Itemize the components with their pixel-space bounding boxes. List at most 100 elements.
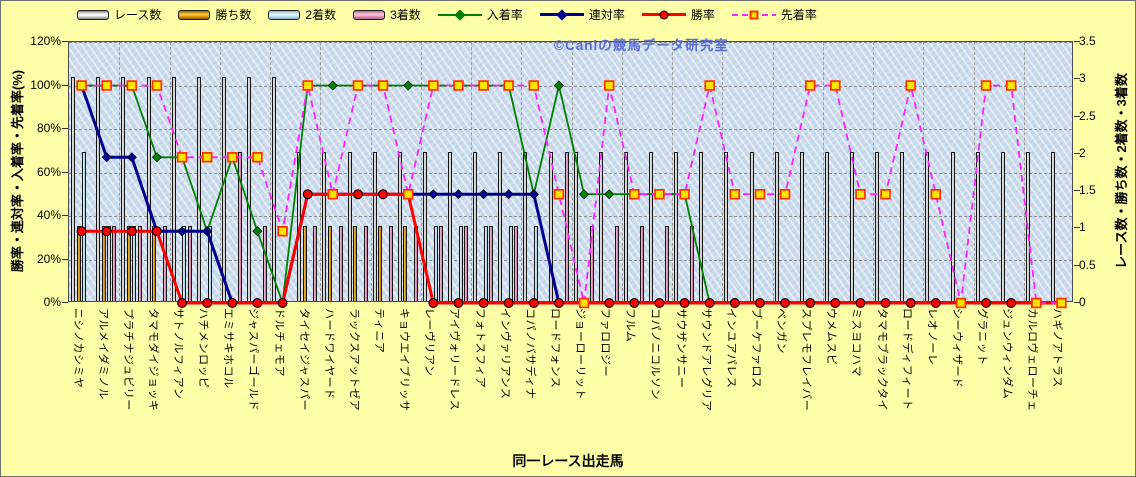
- marker-勝率: [277, 298, 288, 308]
- x-category-label: ジャスパーゴールド: [247, 308, 260, 411]
- marker-勝率: [805, 298, 816, 308]
- x-category-label: サウザンサニー: [674, 308, 687, 389]
- bar-2着数: [458, 226, 463, 301]
- vertical-gridline: [722, 42, 724, 301]
- vertical-gridline: [420, 42, 422, 301]
- horizontal-gridline: [69, 42, 1072, 43]
- marker-先着率: [1056, 297, 1067, 309]
- line-連対率: [80, 85, 1062, 305]
- horizontal-gridline: [69, 259, 1072, 261]
- marker-勝率: [880, 298, 891, 308]
- vertical-gridline: [521, 42, 523, 301]
- line-series-layer: [76, 80, 1067, 309]
- marker-先着率: [1005, 80, 1017, 91]
- right-axis-tick-label: 1: [1079, 220, 1086, 235]
- marker-先着率: [804, 80, 816, 91]
- x-category-label: コパノバサディナ: [523, 308, 536, 400]
- marker-先着率: [352, 80, 364, 91]
- marker-先着率: [578, 297, 590, 309]
- vertical-gridline: [119, 42, 121, 301]
- bar-レース数: [523, 151, 528, 301]
- legend-item-6: 連対率: [539, 6, 625, 23]
- right-axis-tick: [1074, 41, 1080, 42]
- marker-先着率: [955, 297, 967, 309]
- marker-勝率: [177, 298, 188, 308]
- x-category-label: ハギノアトラス: [1051, 308, 1064, 388]
- bar-レース数: [422, 151, 427, 301]
- marker-先着率: [76, 80, 87, 91]
- bar-pink-swatch-icon: [353, 9, 386, 20]
- left-axis-tick: [62, 302, 68, 303]
- bar-3着数: [589, 226, 594, 301]
- legend-label: 勝ち数: [215, 8, 252, 22]
- bar-3着数: [665, 226, 670, 301]
- marker-先着率: [377, 80, 389, 91]
- vertical-gridline: [571, 42, 573, 301]
- marker-連対率: [428, 189, 439, 200]
- vertical-gridline: [973, 42, 975, 301]
- right-axis-tick-label: 1.5: [1079, 183, 1096, 198]
- marker-先着率: [980, 80, 992, 91]
- line-magenta-square-icon: [731, 9, 776, 21]
- marker-先着率: [830, 80, 841, 91]
- right-axis-tick: [1074, 152, 1080, 154]
- bar-レース数: [950, 151, 955, 301]
- marker-勝率: [101, 226, 112, 237]
- bar-レース数: [774, 151, 779, 301]
- vertical-gridline: [219, 42, 221, 301]
- line-先着率: [81, 84, 1062, 304]
- right-axis-tick-label: 0: [1079, 295, 1086, 309]
- marker-勝率: [428, 298, 439, 308]
- bar-2着数: [509, 226, 514, 301]
- bar-レース数: [448, 151, 453, 301]
- legend-item-1: レース数: [77, 6, 161, 23]
- marker-先着率: [176, 152, 188, 163]
- bar-勝ち数: [352, 226, 357, 301]
- marker-勝率: [553, 298, 564, 308]
- bar-3着数: [489, 226, 494, 301]
- bar-勝ち数: [403, 226, 408, 301]
- x-category-label: ジョーローリット: [574, 308, 587, 400]
- marker-勝率: [227, 298, 238, 308]
- legend-label: レース数: [114, 8, 162, 22]
- x-axis-title: 同一レース出走馬: [512, 453, 624, 469]
- bar-3着数: [263, 226, 268, 301]
- bar-レース数: [724, 151, 729, 301]
- x-category-label: シーウィザード: [950, 308, 963, 389]
- x-category-label: ニシノカシミヤ: [71, 308, 84, 389]
- bar-2着数: [483, 226, 488, 301]
- marker-勝率: [981, 298, 992, 308]
- marker-先着率: [855, 189, 866, 200]
- right-axis-tick: [1074, 264, 1080, 266]
- vertical-gridline: [923, 42, 925, 301]
- vertical-gridline: [822, 42, 824, 301]
- marker-先着率: [1031, 297, 1042, 309]
- bar-レース数: [322, 151, 327, 301]
- bar-3着数: [187, 226, 192, 301]
- x-category-label: グラニット: [976, 308, 989, 366]
- marker-勝率: [453, 298, 464, 308]
- marker-入着率: [327, 80, 338, 91]
- bar-white-swatch-icon: [77, 9, 109, 20]
- marker-勝率: [528, 298, 539, 308]
- marker-先着率: [402, 189, 414, 200]
- right-axis-tick-label: 0.5: [1079, 257, 1096, 272]
- marker-勝率: [1006, 298, 1017, 308]
- bar-勝ち数: [101, 226, 106, 301]
- x-category-label: レーヴリアン: [423, 308, 436, 377]
- marker-先着率: [201, 152, 213, 163]
- x-category-label: ハチメンロッピ: [197, 308, 210, 389]
- bar-レース数: [473, 151, 478, 301]
- bar-3着数: [439, 226, 443, 301]
- marker-先着率: [327, 189, 339, 200]
- vertical-gridline: [270, 42, 271, 301]
- x-category-label: ドルチェモア: [272, 308, 285, 377]
- bar-orange-swatch-icon: [178, 9, 211, 20]
- bar-3着数: [238, 151, 242, 301]
- bar-レース数: [875, 151, 880, 301]
- bar-レース数: [598, 151, 603, 301]
- left-axis-tick: [62, 128, 68, 129]
- marker-勝率: [151, 226, 162, 237]
- marker-先着率: [302, 80, 313, 91]
